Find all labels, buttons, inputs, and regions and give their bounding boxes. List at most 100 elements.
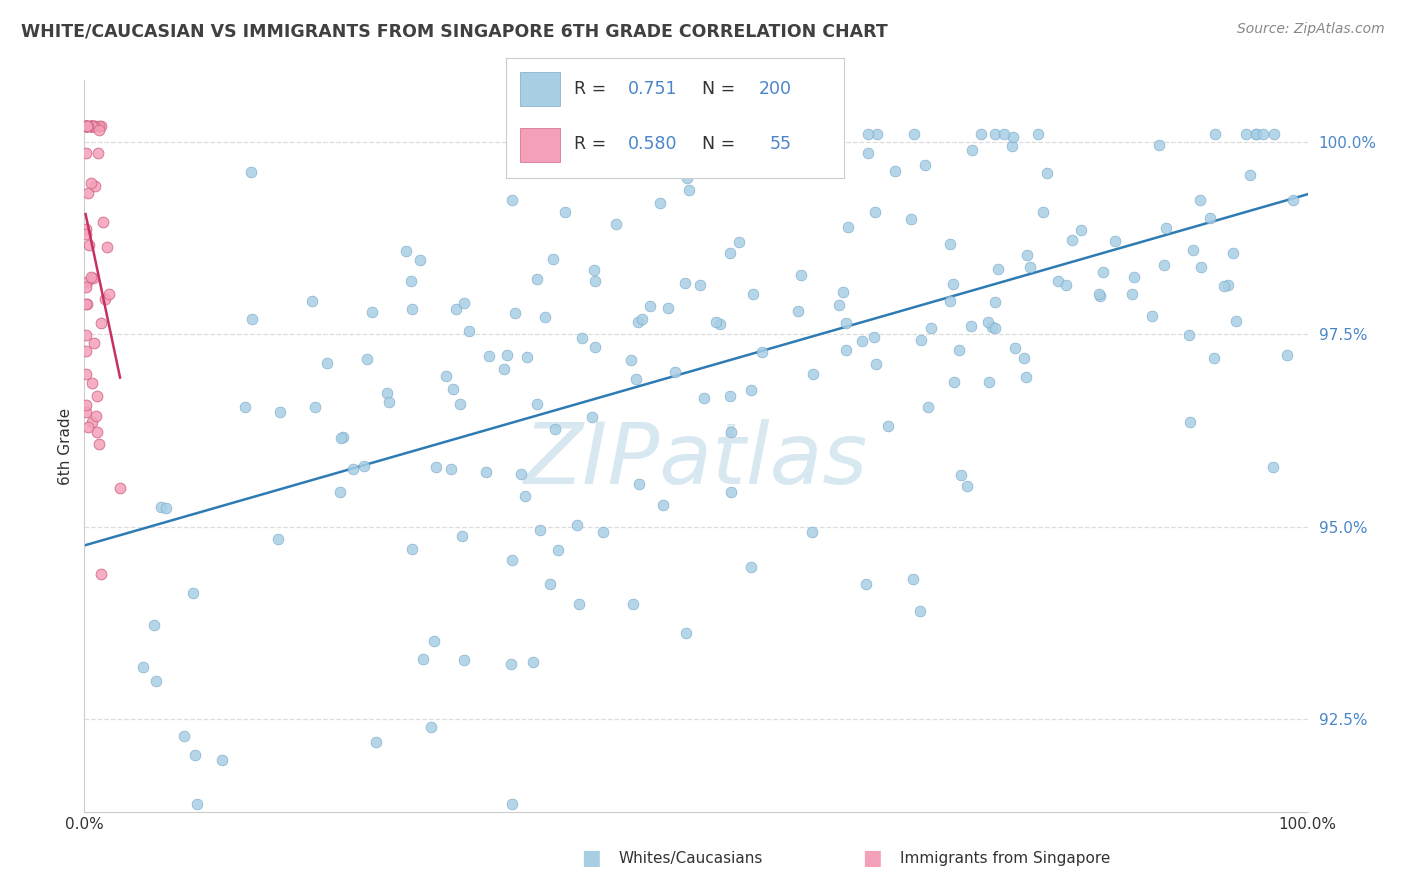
Point [851, 334, 873, 349]
Point [82, 120, 104, 134]
Point [330, 431, 353, 445]
Point [741, 287, 763, 301]
Point [79, 238, 101, 252]
Text: WHITE/CAUCASIAN VS IMMIGRANTS FROM SINGAPORE 6TH GRADE CORRELATION CHART: WHITE/CAUCASIAN VS IMMIGRANTS FROM SINGA… [21, 22, 887, 40]
Point [786, 127, 808, 141]
Point [583, 274, 606, 288]
Point [1088, 289, 1111, 303]
Point [79, 120, 101, 134]
Point [149, 500, 172, 514]
Point [233, 400, 256, 414]
Point [571, 331, 593, 345]
Point [304, 401, 326, 415]
Point [1188, 193, 1211, 207]
Point [75, 145, 97, 160]
Point [75, 327, 97, 342]
Point [75, 120, 97, 134]
Point [75, 120, 97, 134]
Point [501, 193, 523, 207]
Point [529, 523, 551, 537]
Point [856, 127, 879, 141]
Point [837, 219, 859, 234]
Text: 0.580: 0.580 [627, 135, 678, 153]
Point [441, 382, 464, 396]
Point [269, 405, 291, 419]
Point [76, 419, 98, 434]
Point [984, 320, 1007, 334]
Point [266, 532, 288, 546]
Point [1282, 194, 1305, 208]
Point [1251, 127, 1274, 141]
Point [676, 170, 699, 185]
Point [942, 277, 965, 292]
Point [718, 245, 741, 260]
Point [901, 572, 924, 586]
Point [1263, 459, 1285, 474]
Point [582, 263, 605, 277]
Point [501, 552, 523, 566]
Point [378, 395, 401, 409]
Point [787, 304, 810, 318]
Point [496, 348, 519, 362]
Point [353, 458, 375, 473]
Point [87, 120, 110, 134]
Point [440, 462, 463, 476]
Point [76, 120, 98, 134]
Point [1204, 127, 1226, 141]
Point [751, 344, 773, 359]
Point [939, 294, 962, 309]
Point [75, 120, 97, 134]
Point [186, 797, 208, 811]
Point [1054, 277, 1077, 292]
Point [592, 525, 614, 540]
Point [565, 518, 588, 533]
Point [624, 372, 647, 386]
Point [576, 149, 599, 163]
Point [444, 301, 467, 316]
Point [620, 353, 643, 368]
Point [884, 164, 907, 178]
Point [503, 306, 526, 320]
Point [605, 218, 627, 232]
Point [800, 524, 823, 539]
Point [1087, 286, 1109, 301]
Point [499, 657, 522, 672]
Point [80, 120, 103, 134]
Point [544, 422, 567, 436]
Text: 200: 200 [759, 79, 792, 98]
Text: ZIPatlas: ZIPatlas [524, 419, 868, 502]
Point [1004, 341, 1026, 355]
Point [1001, 139, 1024, 153]
Point [1012, 351, 1035, 366]
Point [329, 485, 352, 500]
Point [96, 240, 118, 254]
Point [704, 315, 727, 329]
Point [583, 340, 606, 354]
Point [395, 244, 418, 258]
Point [453, 653, 475, 667]
Point [903, 127, 925, 141]
Point [675, 626, 697, 640]
Point [75, 296, 97, 310]
Point [82, 270, 104, 285]
Point [1017, 248, 1039, 262]
Point [97, 287, 120, 301]
Point [401, 301, 423, 316]
Point [1246, 127, 1268, 141]
Point [960, 143, 983, 157]
Point [1002, 129, 1025, 144]
Point [453, 295, 475, 310]
Point [75, 120, 97, 134]
Point [538, 577, 561, 591]
Point [84, 409, 107, 424]
Point [1239, 169, 1261, 183]
Point [449, 397, 471, 411]
Point [79, 120, 101, 134]
Point [526, 397, 548, 411]
Point [866, 127, 889, 141]
Bar [520, 72, 560, 106]
Point [863, 330, 886, 344]
Point [80, 176, 103, 190]
Point [673, 277, 696, 291]
Point [1121, 286, 1143, 301]
